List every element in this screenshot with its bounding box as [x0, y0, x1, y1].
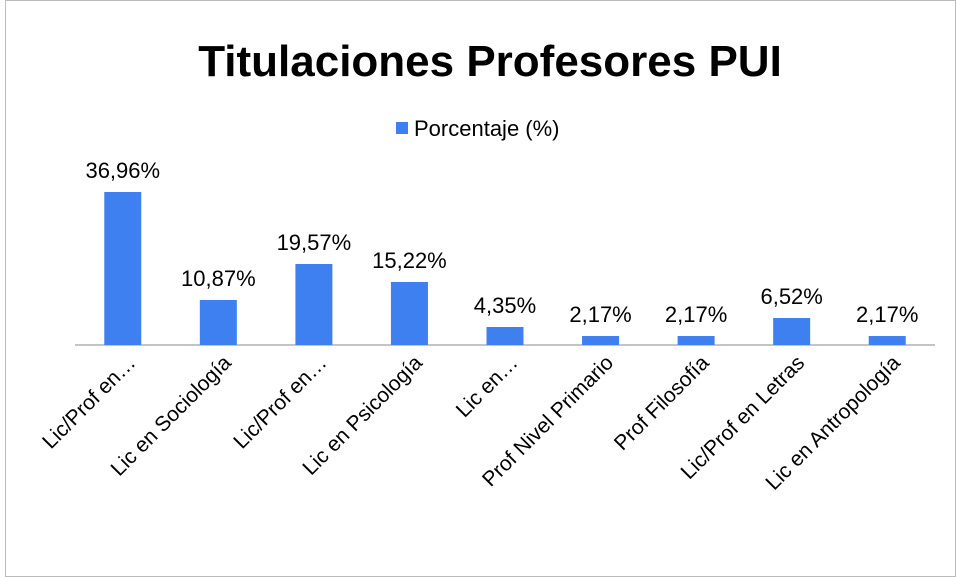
bar: [677, 336, 715, 345]
bar: [199, 300, 237, 345]
bar: [295, 263, 333, 345]
chart-frame: [5, 0, 956, 577]
bar: [582, 336, 620, 345]
value-label: 10,87%: [181, 266, 256, 291]
chart-title: Titulaciones Profesores PUI: [198, 37, 782, 86]
value-label: 15,22%: [372, 248, 447, 273]
value-label: 6,52%: [760, 284, 822, 309]
value-label: 19,57%: [277, 230, 352, 255]
value-label: 4,35%: [474, 293, 536, 318]
value-label: 36,96%: [85, 158, 160, 183]
value-label: 2,17%: [856, 302, 918, 327]
legend-swatch: [396, 122, 408, 134]
legend-label: Porcentaje (%): [414, 116, 560, 141]
bar: [390, 281, 428, 345]
bar: [104, 192, 142, 345]
value-label: 2,17%: [569, 302, 631, 327]
bar: [868, 336, 906, 345]
value-label: 2,17%: [665, 302, 727, 327]
bar: [486, 326, 524, 345]
bar: [773, 318, 811, 345]
